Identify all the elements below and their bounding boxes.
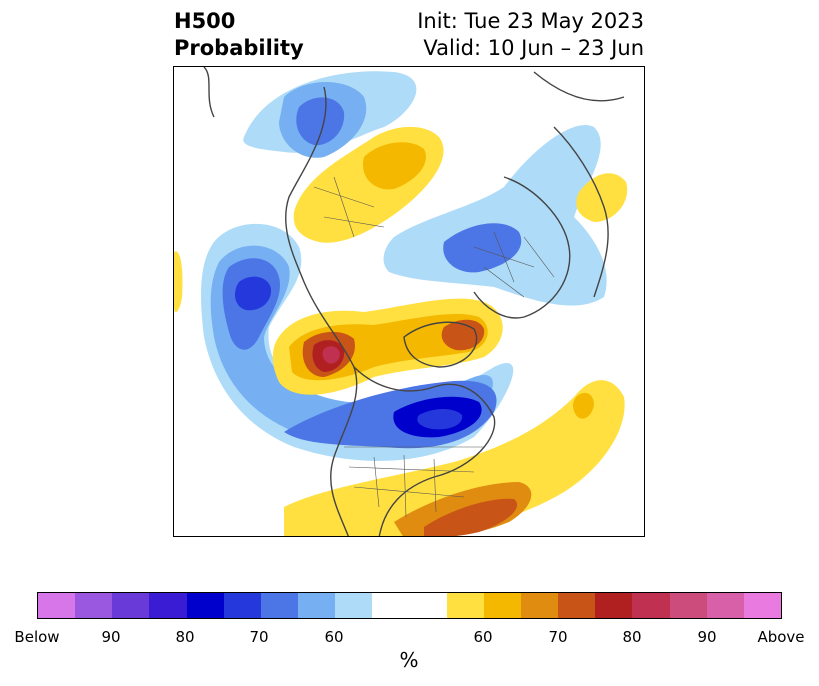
title-h500: H500 [174,9,236,33]
colorbar-segment [558,593,596,618]
tick-label: 60 [473,628,493,646]
above-region-greenland-orange [441,319,485,351]
colorbar-segment [298,593,336,618]
above-region-southeast-red [424,498,518,536]
colorbar-segment [483,593,522,618]
above-region-southeast [284,380,625,536]
colorbar-segment [521,593,559,618]
tick-label: 90 [101,628,121,646]
colorbar-segment [260,593,299,618]
tick-label: 60 [324,628,344,646]
colorbar-segment [595,593,633,618]
above-region-arctic-orange [363,142,426,190]
figure-title-right: Init: Tue 23 May 2023 Valid: 10 Jun – 23… [417,8,644,62]
colorbar-segment [372,593,447,618]
tick-label: Below [14,628,60,646]
above-region-westedge [174,251,183,313]
below-region-europe-dark [443,223,522,273]
colorbar-segment [223,593,261,618]
above-region-east [576,173,628,222]
tick-label: 80 [175,628,195,646]
colorbar-segment [446,593,484,618]
colorbar-segment [706,593,744,618]
tick-label: 70 [249,628,269,646]
probability-map [174,67,628,536]
title-probability: Probability [174,36,304,60]
tick-label: 90 [697,628,717,646]
borders [313,176,555,518]
colorbar-segment [669,593,707,618]
colorbar-unit-label: % [399,648,419,672]
colorbar-segment [186,593,224,618]
colorbar-segment [743,593,782,618]
below-region-north-dark [296,97,345,146]
map-panel [173,66,645,537]
tick-label: Above [757,628,805,646]
tick-label: 80 [622,628,642,646]
above-region-atlantic-spot [573,392,594,419]
colorbar-segment [112,593,150,618]
tick-label: 70 [548,628,568,646]
colorbar-segment [38,593,76,618]
colorbar-segment [335,593,373,618]
below-region-hudson-deep [417,409,463,430]
colorbar-segment [149,593,187,618]
above-region-pacific-core [322,346,340,364]
below-region-atlantic-core [234,276,272,311]
title-init-date: Init: Tue 23 May 2023 [417,9,644,33]
figure-title-left: H500 Probability [174,8,304,62]
colorbar-segment [632,593,670,618]
below-region-europe [383,125,607,306]
probability-colorbar [37,592,782,619]
title-valid-range: Valid: 10 Jun – 23 Jun [423,36,644,60]
colorbar-segment [75,593,113,618]
coastlines [203,67,625,536]
